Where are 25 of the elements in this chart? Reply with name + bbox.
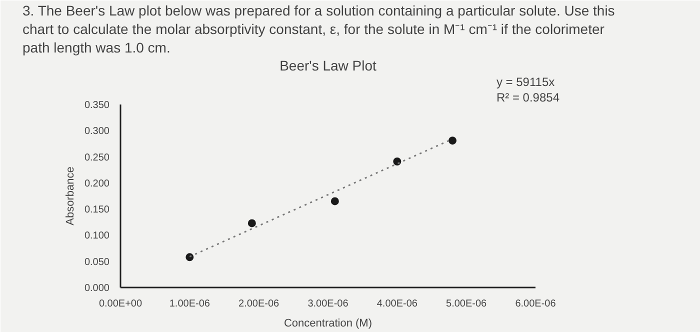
y-tick-label: 0.000 <box>84 283 110 294</box>
y-axis-title: Absorbance <box>64 166 76 226</box>
x-tick-label: 0.00E+00 <box>98 298 142 310</box>
y-tick-label: 0.100 <box>84 230 110 242</box>
x-axis-title: Concentration (M) <box>284 318 372 330</box>
y-tick-label: 0.200 <box>84 178 110 190</box>
text: 3. The Beer's Law plot below was prepared for a solution containing a particular solute. Use this chart to calculate the molar absorptivity constant, ε, for the solute in M⁻¹ cm⁻¹ if the colorimeter path length was 1.0 cm. <box>22 2 615 56</box>
point <box>448 136 456 145</box>
y-tick-label: 0.300 <box>84 126 110 138</box>
chart-title: Beer's Law Plot <box>280 58 377 74</box>
x-tick-label: 2.00E-06 <box>238 298 280 310</box>
x-tick-label: 6.00E-06 <box>515 298 556 310</box>
x-tick-label: 4.00E-06 <box>376 298 418 310</box>
x-tick-label: 3.00E-06 <box>308 298 349 310</box>
point <box>330 197 339 206</box>
y-tick-label: 0.150 <box>84 204 110 216</box>
annotation: y = 59115x R² = 0.9854 <box>496 75 560 104</box>
point <box>186 253 194 262</box>
y-tick-label: 0.050 <box>84 256 110 268</box>
point <box>393 158 402 166</box>
x-tick-label: 1.00E-06 <box>169 298 210 310</box>
y-tick-label: 0.250 <box>84 152 110 164</box>
point <box>248 219 256 228</box>
y-tick-label: 0.350 <box>84 100 110 111</box>
x-tick-label: 5.00E-06 <box>446 298 488 310</box>
